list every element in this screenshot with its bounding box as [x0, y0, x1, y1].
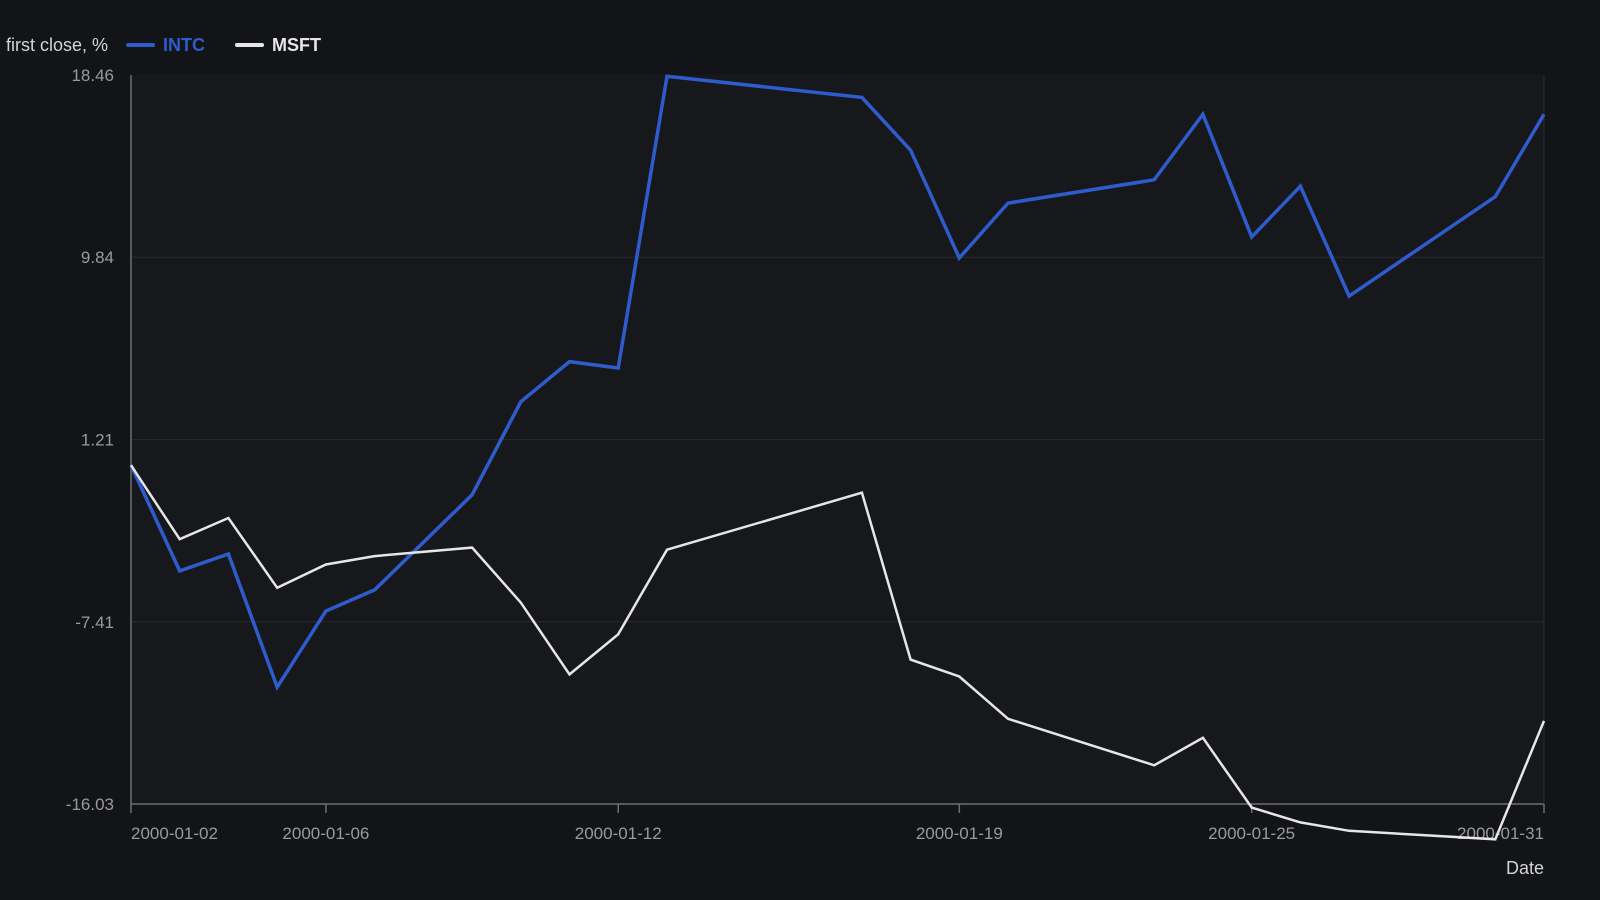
legend-item-msft[interactable]: MSFT	[235, 35, 321, 56]
x-tick-label: 2000-01-06	[282, 824, 369, 843]
y-tick-label: 9.84	[81, 248, 114, 267]
y-axis-ticks: 18.46 9.84 1.21 -7.41 -16.03	[66, 66, 114, 814]
x-tick-label: 2000-01-19	[916, 824, 1003, 843]
x-axis-title: Date	[1506, 858, 1544, 878]
series-lines	[129, 74, 1546, 841]
x-tick-label: 2000-01-25	[1208, 824, 1295, 843]
legend-swatch-msft	[235, 43, 265, 47]
y-tick-label: 1.21	[81, 431, 114, 450]
axes	[130, 75, 1545, 805]
x-axis-ticks: 2000-01-02 2000-01-06 2000-01-12 2000-01-19…	[130, 804, 1545, 843]
y-tick-label: 18.46	[71, 66, 114, 85]
y-tick-label: -16.03	[66, 795, 114, 814]
legend: first close, % INTC MSFT	[6, 34, 351, 56]
legend-label-msft: MSFT	[272, 34, 322, 55]
y-tick-label: -7.41	[75, 613, 114, 632]
legend-title: first close, %	[6, 34, 109, 55]
x-tick-label: 2000-01-12	[575, 824, 662, 843]
series-line-intc[interactable]	[129, 74, 1546, 692]
x-tick-label: 2000-01-02	[131, 824, 218, 843]
legend-swatch-intc	[126, 43, 156, 47]
legend-item-intc[interactable]: INTC	[126, 35, 205, 56]
legend-label-intc: INTC	[163, 34, 206, 55]
series-line-msft[interactable]	[129, 464, 1546, 841]
